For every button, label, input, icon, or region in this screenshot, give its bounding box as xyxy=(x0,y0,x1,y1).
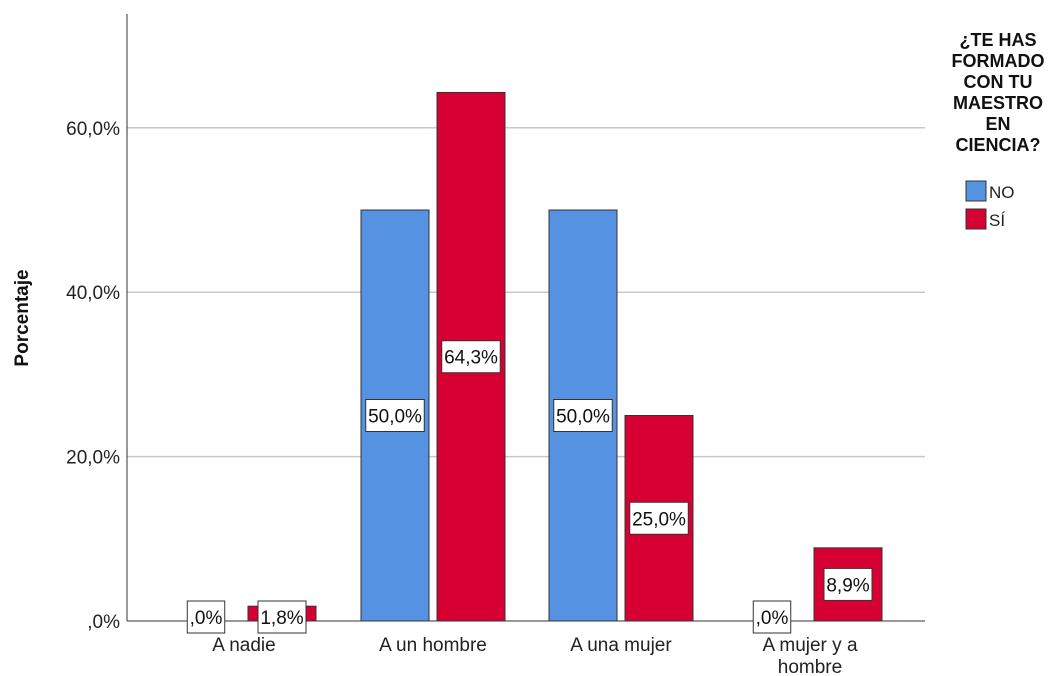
legend-title-line: MAESTRO xyxy=(953,93,1043,113)
data-label-text: 50,0% xyxy=(368,407,422,428)
data-label: 50,0% xyxy=(553,399,613,432)
data-labels: ,0% 50,0% 50,0% ,0% 1,8% 64,3% 25,0% 8,9% xyxy=(186,340,873,634)
data-label-box xyxy=(629,501,689,535)
data-label-box xyxy=(823,567,873,601)
y-tick-label: 20,0% xyxy=(66,448,120,469)
y-tick-labels: ,0% 20,0% 40,0% 60,0% xyxy=(66,119,120,633)
legend-title-line: ¿TE HAS xyxy=(959,30,1036,50)
data-label-box xyxy=(553,399,613,432)
y-tick-label: 40,0% xyxy=(66,283,120,304)
legend-title-line: CIENCIA? xyxy=(956,135,1041,155)
category-label: A nadie xyxy=(212,635,275,656)
data-label: 25,0% xyxy=(629,501,689,535)
data-label-box xyxy=(441,340,501,374)
data-label-text: 25,0% xyxy=(632,509,686,530)
data-label-text: ,0% xyxy=(756,608,789,629)
y-axis-label: Porcentaje xyxy=(12,269,33,366)
data-label-box xyxy=(752,600,792,634)
category-labels: A nadie A un hombre A una mujer A mujer y a… xyxy=(212,635,858,676)
bars xyxy=(247,91,883,622)
y-tick-label: ,0% xyxy=(87,612,120,633)
data-label-text: 64,3% xyxy=(444,348,498,369)
data-label-text: 8,9% xyxy=(826,575,869,596)
data-label: 8,9% xyxy=(823,567,873,601)
category-label: A una mujer xyxy=(570,635,672,656)
data-label-box xyxy=(365,399,425,432)
legend-label-1: SÍ xyxy=(989,211,1005,230)
data-label-box xyxy=(186,600,226,634)
legend-title-line: EN xyxy=(985,114,1010,134)
legend-title-line: FORMADO xyxy=(952,51,1045,71)
gridlines xyxy=(127,127,925,458)
data-label: ,0% xyxy=(186,600,226,634)
category-label: A mujer y a hombre xyxy=(762,635,857,676)
data-label-text: 1,8% xyxy=(260,608,303,629)
data-label-text: ,0% xyxy=(190,608,223,629)
data-label: ,0% xyxy=(752,600,792,634)
y-tick-label: 60,0% xyxy=(66,119,120,140)
legend-swatch-0 xyxy=(965,180,987,202)
data-label: 50,0% xyxy=(365,399,425,432)
data-label: 64,3% xyxy=(441,340,501,374)
legend-label-0: NO xyxy=(989,183,1015,202)
data-label-text: 50,0% xyxy=(556,407,610,428)
category-label: A un hombre xyxy=(379,635,487,656)
axes xyxy=(126,14,925,622)
data-label-box xyxy=(257,600,307,634)
legend-swatch-1 xyxy=(965,208,987,230)
data-label: 1,8% xyxy=(257,600,307,634)
legend-title-line: CON TU xyxy=(964,72,1033,92)
